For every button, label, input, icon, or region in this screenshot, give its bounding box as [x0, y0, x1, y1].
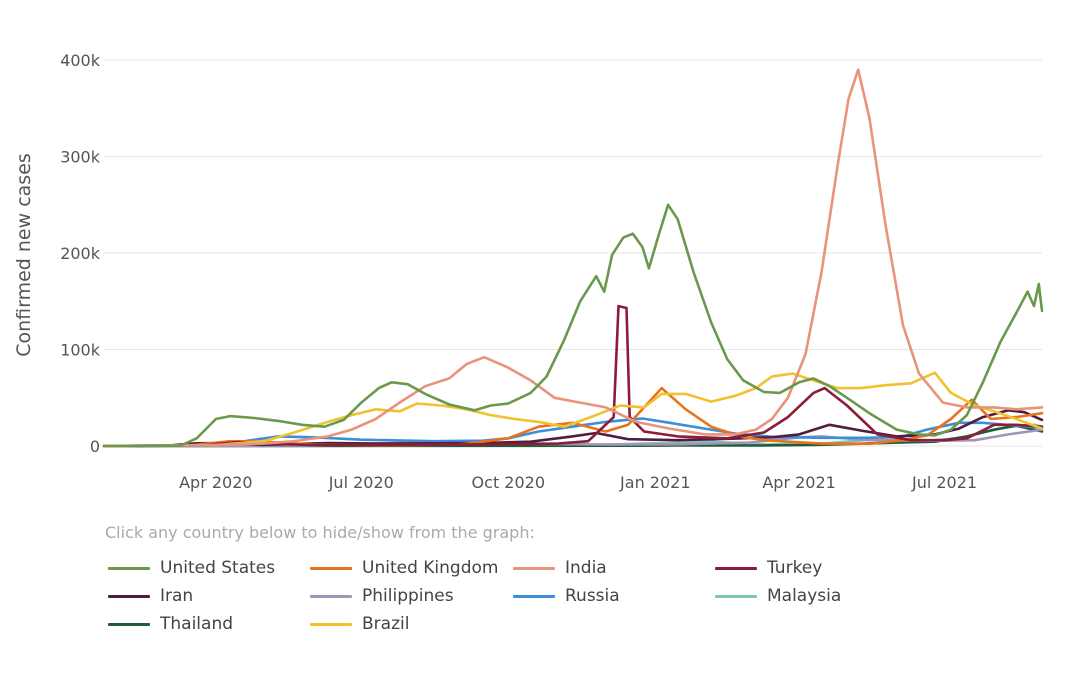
legend-swatch	[513, 566, 555, 570]
y-axis-ticks: 0 100k 200k 300k 400k	[60, 51, 101, 456]
legend-swatch	[310, 566, 352, 570]
series-lines	[102, 68, 1044, 448]
legend-item-united-states[interactable]: United States	[108, 556, 275, 580]
legend-swatch	[108, 622, 150, 626]
legend-item-turkey[interactable]: Turkey	[715, 556, 822, 580]
legend-label: United Kingdom	[362, 558, 499, 578]
y-axis-label: Confirmed new cases	[13, 153, 35, 357]
legend-swatch	[310, 594, 352, 598]
legend-item-brazil[interactable]: Brazil	[310, 612, 409, 636]
legend-item-india[interactable]: India	[513, 556, 607, 580]
series-line-brazil	[102, 371, 1044, 448]
legend-swatch	[513, 594, 555, 598]
legend-item-thailand[interactable]: Thailand	[108, 612, 233, 636]
series-line-united-states	[102, 203, 1044, 448]
legend-label: United States	[160, 558, 276, 578]
legend-swatch	[108, 566, 150, 570]
y-tick-label: 0	[90, 437, 100, 456]
legend-hint: Click any country below to hide/show fro…	[105, 523, 535, 542]
x-tick-label: Apr 2021	[762, 473, 835, 492]
legend-item-malaysia[interactable]: Malaysia	[715, 584, 841, 608]
x-axis-ticks: Apr 2020 Jul 2020 Oct 2020 Jan 2021 Apr 2021…	[179, 473, 977, 492]
legend-label: India	[565, 558, 607, 578]
legend-swatch	[108, 594, 150, 598]
x-tick-label: Jan 2021	[619, 473, 690, 492]
y-tick-label: 100k	[60, 341, 101, 360]
legend-item-russia[interactable]: Russia	[513, 584, 620, 608]
legend-item-philippines[interactable]: Philippines	[310, 584, 454, 608]
x-tick-label: Apr 2020	[179, 473, 252, 492]
legend-item-united-kingdom[interactable]: United Kingdom	[310, 556, 498, 580]
x-tick-label: Oct 2020	[472, 473, 545, 492]
legend-swatch	[715, 566, 757, 570]
legend-label: Iran	[160, 586, 194, 606]
y-tick-label: 200k	[60, 244, 101, 263]
y-tick-label: 300k	[60, 148, 101, 167]
legend-label: Malaysia	[767, 586, 842, 606]
legend-swatch	[310, 622, 352, 626]
legend-label: Russia	[565, 586, 620, 606]
legend-label: Thailand	[160, 614, 234, 634]
gridlines	[104, 59, 1042, 447]
line-chart: 0 100k 200k 300k 400k Apr 2020 Jul 2020 Oct 20…	[13, 51, 1044, 492]
x-tick-label: Jul 2020	[328, 473, 394, 492]
legend-label: Turkey	[767, 558, 823, 578]
legend-label: Brazil	[362, 614, 410, 634]
series-line-turkey	[102, 304, 1044, 448]
y-tick-label: 400k	[60, 51, 101, 70]
series-line-india	[102, 68, 1044, 448]
legend-swatch	[715, 594, 757, 598]
x-tick-label: Jul 2021	[911, 473, 977, 492]
legend-item-iran[interactable]: Iran	[108, 584, 193, 608]
legend-label: Philippines	[362, 586, 454, 606]
